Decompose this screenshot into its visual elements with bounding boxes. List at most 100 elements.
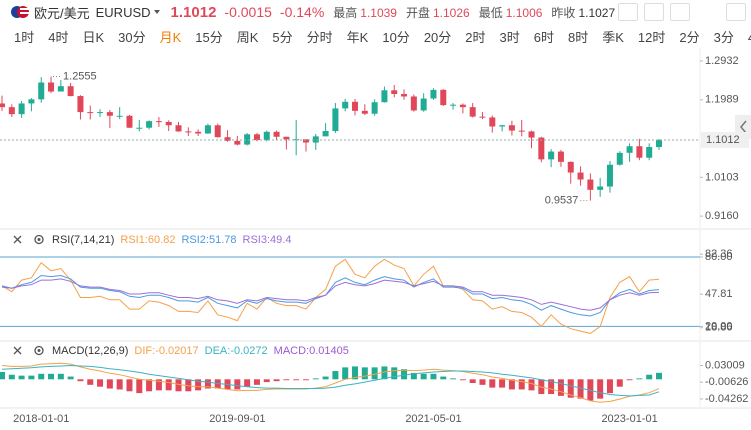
candle-body [263,131,270,141]
timeframe-tab[interactable]: 分时 [306,29,333,45]
histogram-bar [67,376,74,380]
candle-body [577,172,584,180]
candle-body [185,131,192,133]
y-tick-label: 82.36 [705,248,733,260]
candle-body [636,146,643,158]
legend-sep: : [227,345,230,357]
candle-body [116,115,123,117]
candle-body [0,103,5,108]
tool-button[interactable] [670,3,690,21]
histogram-bar [332,371,339,380]
legend-value: -0.0272 [230,345,267,357]
timeframe-tab[interactable]: 15分 [195,29,223,45]
tool-button[interactable] [644,3,664,21]
timeframe-tab[interactable]: 3时 [499,29,520,45]
candle-body [567,161,574,173]
y-tick-label: 0.03009 [705,359,745,371]
histogram-bar [440,376,447,380]
candle-body [8,107,15,115]
histogram-bar [410,372,417,380]
histogram-bar [518,379,525,390]
candle-body [557,151,564,162]
expand-button[interactable] [726,3,746,21]
histogram-bar [656,372,662,380]
stat-label: 昨收 [551,5,576,20]
x-tick-label: 2021-05-01 [405,413,461,425]
histogram-bar [126,379,133,392]
candle-body [126,115,133,128]
histogram-bar [616,379,623,387]
timeframe-tab[interactable]: 8时 [567,29,589,45]
candle-body [77,96,84,113]
candle-body [528,131,535,138]
timeframe-tab[interactable]: 10分 [382,29,410,45]
stat-value: 1.1026 [433,5,470,20]
stat-label: 开盘 [405,5,430,20]
tool-button[interactable] [618,3,638,21]
dropdown-caret[interactable] [151,7,163,17]
timeframe-tab[interactable]: 1时 [14,29,35,45]
timeframe-tab[interactable]: 3分 [713,29,734,45]
y-tick-label: 80.00 [705,251,733,263]
timeframe-tab[interactable]: 20分 [423,29,452,45]
candle-body [234,140,241,145]
x-tick-label: 2018-01-01 [13,413,69,425]
histogram-bar [263,379,270,383]
candle-body [165,121,172,126]
x-tick-label: 2023-01-01 [601,413,657,425]
legend-name: DIF [134,345,152,357]
histogram-bar [459,379,466,381]
candle-body [244,134,251,145]
legend-sep: : [145,234,148,246]
candle-body [332,108,339,132]
timeframe-tab[interactable]: 周K [236,29,259,45]
histogram-bar [273,379,280,382]
timeframe-tab[interactable]: 日K [82,29,105,45]
timeframe-tab[interactable]: 年K [346,29,369,45]
timeframe-tab[interactable]: 30分 [118,29,146,45]
candle-body [361,110,368,114]
histogram-bar [283,379,290,381]
timeframe-tab[interactable]: 12时 [637,29,666,45]
histogram-bar [528,379,535,391]
timeframe-tab[interactable]: 季K [602,29,624,45]
timeframe-tab[interactable]: 5分 [272,29,293,45]
candle-body [420,98,427,111]
price-box [701,131,749,148]
candle-body [352,101,359,111]
settings-icon[interactable] [34,234,44,245]
candle-body [67,86,74,97]
candle-body [106,112,113,116]
timeframe-tab[interactable]: 月K [159,29,182,45]
timeframe-tab[interactable]: 2时 [465,29,486,45]
close-icon[interactable] [13,346,22,355]
histogram-bar [489,379,496,388]
candle-body [273,131,280,137]
candle-body [656,139,662,148]
candle-body [499,125,506,127]
settings-icon[interactable] [34,345,44,356]
candle-body [459,104,466,108]
candle-body [87,112,94,114]
low-label: 0.9537 [545,195,579,207]
candle-body [38,82,45,100]
histogram-bar [420,373,427,380]
histogram-bar [116,379,123,390]
candle-body [18,103,25,115]
timeframe-tab[interactable]: 4时 [48,29,69,45]
legend-sep: : [206,234,209,246]
x-tick-label: 2019-09-01 [209,413,265,425]
timeframe-tab[interactable]: 4分 [748,27,751,46]
candle-body [342,101,349,109]
histogram-bar [352,366,359,380]
candle-body [371,102,378,114]
histogram-bar [244,379,251,387]
histogram-bar [312,378,319,380]
y-tick-label: 47.81 [705,288,733,300]
high-label: 1.2555 [63,70,97,82]
candle-body [587,179,594,190]
timeframe-tab[interactable]: 6时 [533,29,554,45]
timeframe-tab[interactable]: 2分 [679,29,700,45]
close-icon[interactable] [13,235,22,244]
